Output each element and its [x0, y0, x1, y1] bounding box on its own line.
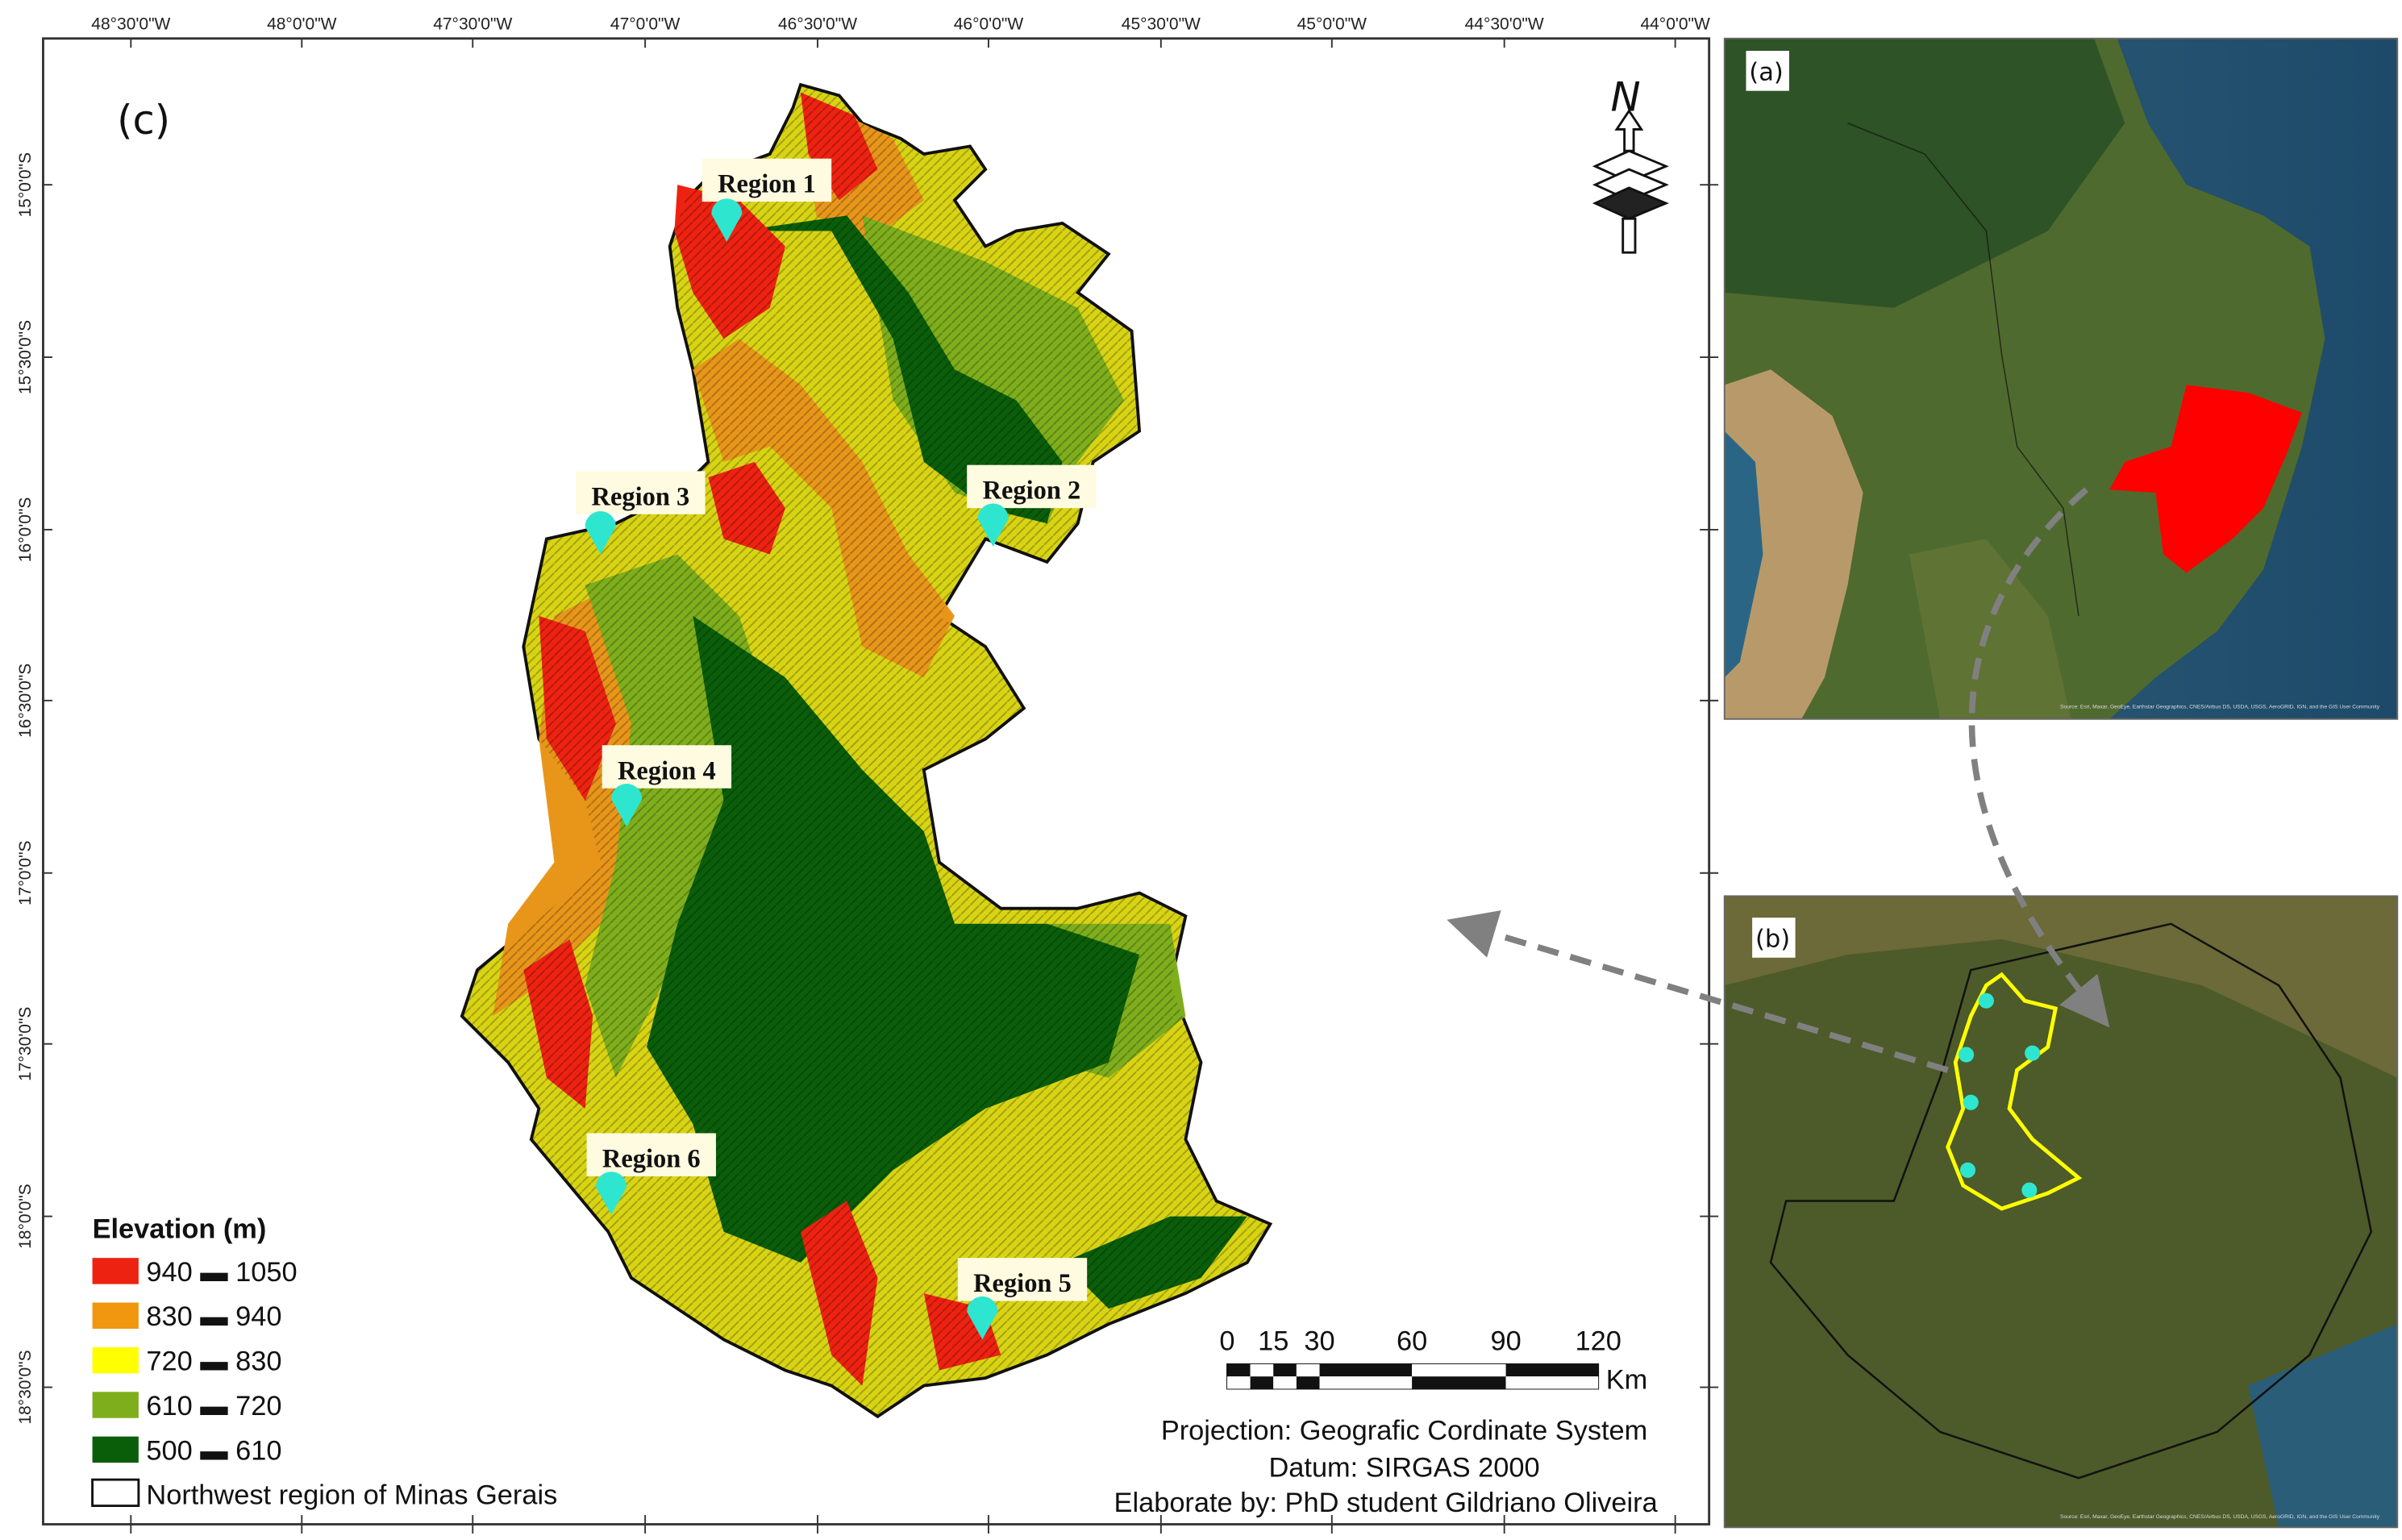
scale-tick-label: 30 — [1304, 1326, 1334, 1357]
latitude-tick-label: 15°30'0"S — [16, 320, 35, 394]
region-marker-3: Region 3 — [576, 471, 706, 555]
region-dot — [2025, 1045, 2041, 1061]
region-marker-1: Region 1 — [701, 158, 832, 242]
panel-label-c: (c) — [117, 97, 170, 144]
region-marker-6: Region 6 — [586, 1133, 716, 1215]
panel-label-a: (a) — [1749, 58, 1784, 86]
elevation-legend: Elevation (m) 940 ▬ 1050 830 ▬ 940 720 ▬ 8… — [91, 1213, 557, 1511]
scale-tick-label: 60 — [1397, 1326, 1427, 1357]
legend-swatch — [92, 1302, 139, 1329]
longitude-ticks: 48°30'0"W 48°0'0"W 47°30'0"W 47°0'0"W 46°30'… — [91, 15, 1710, 1534]
location-pin-icon — [611, 783, 643, 827]
basin-elevation-map — [460, 82, 1273, 1419]
region-label: Region 1 — [718, 170, 816, 199]
longitude-tick-label: 44°0'0"W — [1640, 15, 1710, 33]
datum-note: Datum: SIRGAS 2000 — [1268, 1452, 1539, 1483]
scale-tick-label: 0 — [1219, 1326, 1234, 1357]
legend-label: 940 ▬ 1050 — [146, 1257, 297, 1288]
longitude-tick-label: 47°0'0"W — [610, 15, 681, 33]
region-label: Region 4 — [618, 756, 716, 785]
latitude-tick-label: 17°0'0"S — [16, 840, 35, 905]
legend-label: 500 ▬ 610 — [146, 1435, 281, 1466]
legend-swatch — [92, 1258, 139, 1284]
region-marker-5: Region 5 — [957, 1258, 1088, 1340]
location-pin-icon — [977, 503, 1009, 547]
legend-label: 610 ▬ 720 — [146, 1391, 281, 1421]
legend-swatch — [92, 1346, 139, 1374]
region-dot — [1959, 1162, 1976, 1178]
longitude-tick-label: 45°30'0"W — [1122, 15, 1201, 33]
scale-unit: Km — [1606, 1364, 1648, 1395]
region-label: Region 2 — [983, 477, 1081, 506]
region-dot — [1978, 993, 1994, 1009]
legend-title: Elevation (m) — [93, 1213, 267, 1244]
latitude-tick-label: 15°0'0"S — [16, 152, 35, 218]
latitude-tick-label: 17°30'0"S — [16, 1007, 35, 1081]
location-pin-icon — [596, 1172, 627, 1215]
scale-tick-label: 90 — [1490, 1326, 1521, 1357]
legend-swatch-boundary — [91, 1478, 140, 1508]
panel-label-b: (b) — [1755, 925, 1790, 953]
longitude-tick-label: 45°0'0"W — [1297, 15, 1368, 33]
region-marker-4: Region 4 — [602, 745, 732, 827]
latitude-tick-label: 18°0'0"S — [16, 1184, 35, 1249]
latitude-tick-label: 18°30'0"S — [16, 1350, 35, 1424]
region-markers: Region 1 Region 2 Region 3 Region 4 Region 5… — [576, 158, 1097, 1340]
region-marker-2: Region 2 — [967, 464, 1097, 547]
latitude-tick-label: 16°0'0"S — [16, 497, 35, 563]
scale-tick-label: 15 — [1258, 1326, 1288, 1357]
legend-swatch — [92, 1436, 139, 1463]
scale-tick-label: 120 — [1576, 1326, 1621, 1357]
region-dot — [1963, 1094, 1979, 1110]
legend-swatch — [92, 1392, 139, 1418]
location-pin-icon — [967, 1296, 998, 1340]
author-note: Elaborate by: PhD student Gildriano Oliv… — [1114, 1488, 1659, 1518]
inset-a-south-america: (a) Source: Esri, Maxar, GeoEye, Earthst… — [1723, 37, 2399, 720]
longitude-tick-label: 46°0'0"W — [954, 15, 1024, 33]
location-pin-icon — [711, 198, 743, 242]
connector-arrow-b-to-c — [1447, 910, 1949, 1073]
north-label: N — [1610, 73, 1640, 120]
longitude-tick-label: 46°30'0"W — [778, 15, 857, 33]
region-dot — [2021, 1182, 2038, 1198]
inset-b-minas-gerais: (b) Source: Esri, Maxar, GeoEye, Earthst… — [1723, 895, 2399, 1529]
location-pin-icon — [585, 510, 616, 555]
region-label: Region 5 — [973, 1269, 1072, 1298]
longitude-tick-label: 48°30'0"W — [91, 15, 170, 33]
legend-label: 830 ▬ 940 — [146, 1301, 281, 1332]
minas-gerais-highlight — [2109, 385, 2302, 573]
longitude-tick-label: 47°30'0"W — [433, 15, 512, 33]
legend-label-boundary: Northwest region of Minas Gerais — [146, 1480, 557, 1511]
legend-label: 720 ▬ 830 — [146, 1346, 281, 1377]
longitude-tick-label: 44°30'0"W — [1465, 15, 1544, 33]
longitude-tick-label: 48°0'0"W — [267, 15, 337, 33]
northwest-region-outline — [1946, 972, 2083, 1211]
scale-bar: 0 15 30 60 90 120 Km — [1219, 1326, 1647, 1396]
projection-note: Projection: Geografic Cordinate System — [1161, 1415, 1647, 1446]
attribution-b: Source: Esri, Maxar, GeoEye, Earthstar G… — [2060, 1514, 2380, 1520]
latitude-tick-label: 16°30'0"S — [16, 664, 35, 738]
region-label: Region 6 — [602, 1144, 701, 1173]
region-label: Region 3 — [592, 482, 690, 511]
attribution-a: Source: Esri, Maxar, GeoEye, Earthstar G… — [2060, 704, 2380, 710]
region-dot — [1959, 1047, 1975, 1063]
north-arrow-icon: N — [1592, 73, 1669, 254]
latitude-ticks: 15°0'0"S 15°30'0"S 16°0'0"S 16°30'0"S 17°0'0… — [16, 152, 1719, 1425]
connector-arrow-a-to-b — [1968, 487, 2110, 1028]
